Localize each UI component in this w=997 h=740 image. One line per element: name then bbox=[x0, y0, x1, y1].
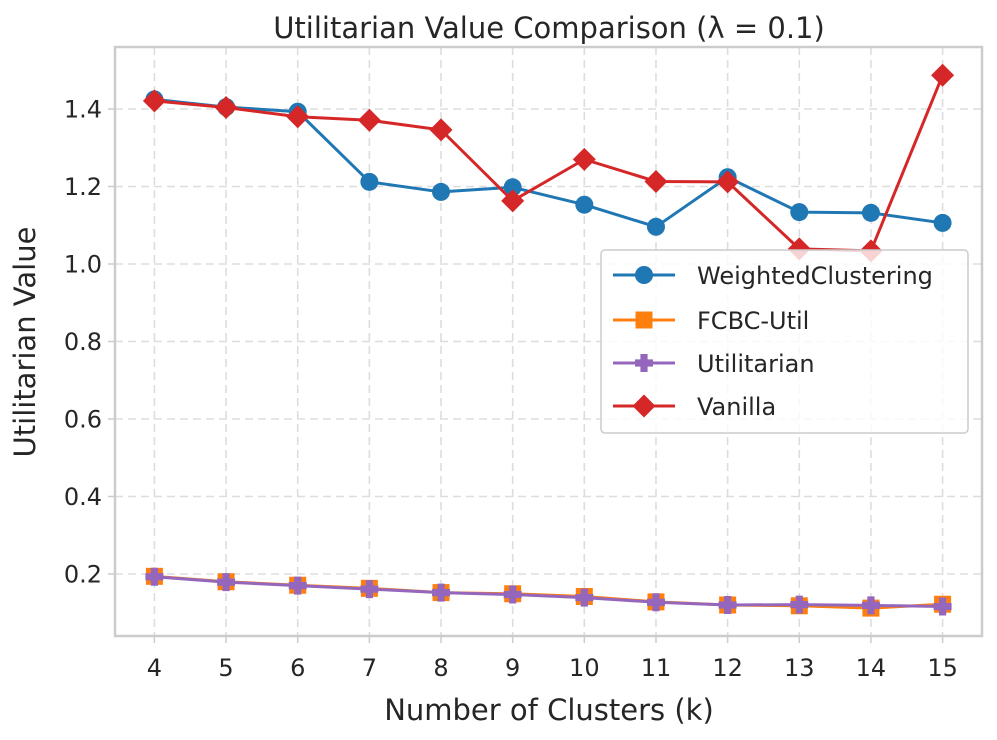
legend-label: Vanilla bbox=[697, 393, 776, 421]
data-point bbox=[286, 105, 310, 129]
legend-entry: FCBC-Util bbox=[613, 307, 809, 335]
data-point bbox=[357, 108, 381, 132]
data-point bbox=[288, 576, 307, 595]
data-point bbox=[575, 588, 594, 607]
legend-box bbox=[600, 249, 969, 434]
data-point bbox=[429, 118, 453, 142]
series-line bbox=[154, 574, 943, 610]
x-tick-label: 8 bbox=[433, 654, 448, 682]
data-point bbox=[790, 203, 809, 222]
chart-title: Utilitarian Value Comparison (λ = 0.1) bbox=[273, 11, 825, 45]
data-point bbox=[933, 597, 952, 616]
series-FCBC-Util bbox=[145, 567, 952, 617]
data-point bbox=[716, 170, 740, 194]
data-point bbox=[214, 95, 238, 119]
y-tick-label: 0.4 bbox=[64, 483, 102, 511]
data-point bbox=[432, 583, 451, 602]
data-point bbox=[432, 182, 451, 201]
series-Vanilla bbox=[142, 63, 955, 263]
series-line bbox=[154, 575, 943, 609]
legend-label: Utilitarian bbox=[697, 350, 815, 378]
legend-label: WeightedClustering bbox=[697, 262, 933, 290]
y-tick-label: 0.8 bbox=[64, 328, 102, 356]
legend-marker bbox=[632, 394, 656, 418]
y-tick-label: 1.2 bbox=[64, 173, 102, 201]
data-point bbox=[142, 89, 166, 113]
data-point bbox=[861, 596, 880, 615]
y-tick-label: 1.0 bbox=[64, 251, 102, 279]
legend-marker bbox=[635, 311, 653, 329]
data-point bbox=[217, 573, 236, 592]
legend-marker bbox=[635, 266, 653, 284]
data-point bbox=[360, 580, 379, 599]
legend-label: FCBC-Util bbox=[697, 307, 809, 335]
data-point bbox=[575, 195, 594, 214]
data-point bbox=[646, 217, 665, 236]
data-point bbox=[501, 189, 525, 213]
data-point bbox=[861, 203, 880, 222]
legend: WeightedClustering FCBC-Util Utilitarian Va… bbox=[600, 249, 969, 434]
data-point bbox=[933, 213, 952, 232]
legend-entry: Vanilla bbox=[613, 393, 776, 421]
series-line bbox=[154, 97, 943, 229]
x-axis-label: Number of Clusters (k) bbox=[384, 693, 714, 727]
data-point bbox=[787, 237, 811, 261]
legend-marker bbox=[635, 354, 653, 372]
data-point bbox=[718, 596, 737, 614]
x-tick-label: 7 bbox=[362, 654, 377, 682]
data-point bbox=[145, 567, 164, 586]
x-tick-label: 9 bbox=[505, 654, 520, 682]
x-tick-label: 14 bbox=[856, 654, 887, 682]
y-tick-label: 1.4 bbox=[64, 96, 102, 124]
x-tick-label: 11 bbox=[641, 654, 672, 682]
y-tick-label: 0.2 bbox=[64, 561, 102, 589]
y-axis-ticks: 0.2 0.4 0.6 0.8 1.0 1.2 1.4 bbox=[64, 96, 115, 589]
x-tick-label: 5 bbox=[218, 654, 233, 682]
data-point bbox=[360, 172, 379, 191]
x-tick-label: 13 bbox=[784, 654, 815, 682]
series-line bbox=[154, 74, 944, 253]
legend-entry: Utilitarian bbox=[613, 350, 815, 378]
y-tick-label: 0.6 bbox=[64, 406, 102, 434]
data-point bbox=[503, 178, 522, 197]
data-point bbox=[790, 595, 809, 614]
data-point bbox=[644, 169, 668, 193]
x-axis-ticks: 4 5 6 7 8 9 10 11 12 13 14 15 bbox=[147, 636, 958, 682]
x-tick-label: 6 bbox=[290, 654, 305, 682]
x-tick-label: 12 bbox=[712, 654, 743, 682]
x-tick-label: 4 bbox=[147, 654, 162, 682]
y-axis-label: Utilitarian Value bbox=[8, 227, 42, 458]
data-point bbox=[646, 593, 665, 612]
x-tick-label: 10 bbox=[569, 654, 600, 682]
data-point bbox=[572, 147, 596, 171]
series-Utilitarian bbox=[145, 567, 952, 616]
data-point bbox=[503, 585, 522, 604]
x-tick-label: 15 bbox=[927, 654, 958, 682]
data-point bbox=[931, 63, 955, 87]
legend-entry: WeightedClustering bbox=[613, 262, 933, 290]
